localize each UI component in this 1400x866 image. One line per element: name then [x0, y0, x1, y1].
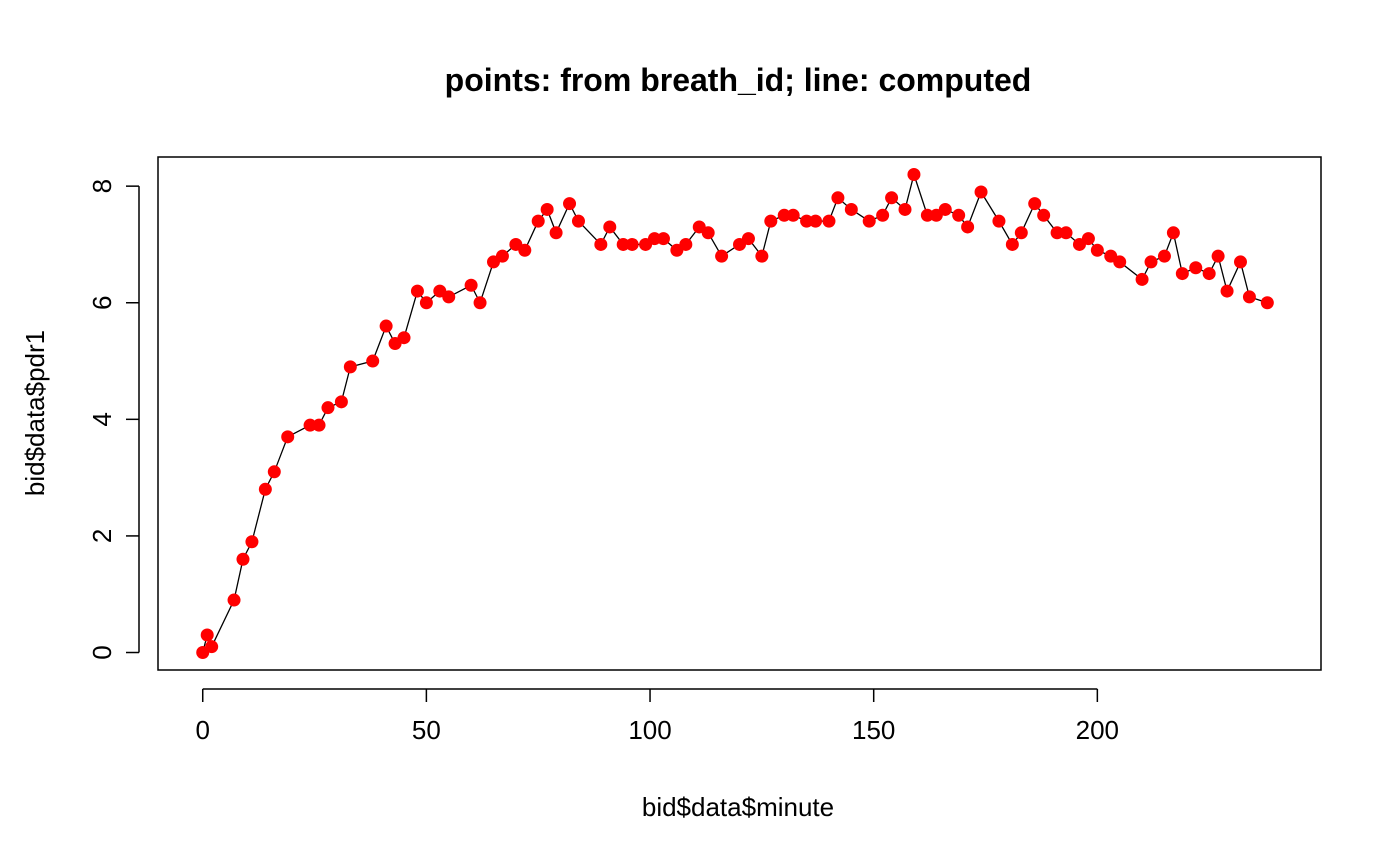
breath-id-points — [196, 168, 1274, 659]
data-point — [1158, 250, 1171, 263]
data-point — [281, 430, 294, 443]
data-point — [1136, 273, 1149, 286]
data-point — [1037, 209, 1050, 222]
data-point — [313, 419, 326, 432]
data-point — [755, 250, 768, 263]
data-point — [1203, 267, 1216, 280]
data-point — [1212, 250, 1225, 263]
data-point — [876, 209, 889, 222]
data-point — [899, 203, 912, 216]
data-point — [787, 209, 800, 222]
data-point — [975, 185, 988, 198]
data-point — [474, 296, 487, 309]
y-tick-label: 8 — [87, 179, 117, 193]
data-point — [626, 238, 639, 251]
data-point — [228, 594, 241, 607]
y-tick-label: 2 — [87, 529, 117, 543]
data-point — [1261, 296, 1274, 309]
data-point — [541, 203, 554, 216]
data-point — [1015, 226, 1028, 239]
data-point — [465, 279, 478, 292]
data-point — [679, 238, 692, 251]
data-point — [1189, 261, 1202, 274]
y-tick-label: 4 — [87, 412, 117, 426]
data-point — [344, 360, 357, 373]
plot-frame — [158, 157, 1321, 670]
data-point — [715, 250, 728, 263]
data-point — [496, 250, 509, 263]
data-point — [603, 220, 616, 233]
y-tick-label: 0 — [87, 645, 117, 659]
data-point — [563, 197, 576, 210]
data-point — [1176, 267, 1189, 280]
data-point — [1234, 255, 1247, 268]
data-point — [1145, 255, 1158, 268]
data-point — [657, 232, 670, 245]
data-point — [335, 395, 348, 408]
data-point — [1113, 255, 1126, 268]
x-axis: 0 50 100 150 200 — [195, 689, 1119, 745]
data-point — [398, 331, 411, 344]
y-axis: 0 2 4 6 8 — [87, 179, 139, 660]
data-point — [1082, 232, 1095, 245]
data-point — [764, 215, 777, 228]
x-tick-label: 200 — [1076, 715, 1119, 745]
data-point — [845, 203, 858, 216]
data-point — [205, 640, 218, 653]
y-tick-label: 6 — [87, 296, 117, 310]
data-point — [822, 215, 835, 228]
data-point — [863, 215, 876, 228]
data-point — [550, 226, 563, 239]
chart-title: points: from breath_id; line: computed — [445, 62, 1032, 98]
data-point — [1028, 197, 1041, 210]
data-point — [907, 168, 920, 181]
data-point — [236, 553, 249, 566]
data-point — [939, 203, 952, 216]
data-point — [380, 320, 393, 333]
data-point — [1221, 285, 1234, 298]
data-point — [518, 244, 531, 257]
data-point — [572, 215, 585, 228]
x-tick-label: 150 — [852, 715, 895, 745]
x-axis-label: bid$data$minute — [642, 792, 834, 822]
data-point — [961, 220, 974, 233]
data-point — [885, 191, 898, 204]
data-point — [201, 629, 214, 642]
data-point — [411, 285, 424, 298]
data-point — [532, 215, 545, 228]
data-point — [702, 226, 715, 239]
data-point — [1243, 290, 1256, 303]
data-point — [245, 535, 258, 548]
data-point — [259, 483, 272, 496]
y-axis-label: bid$data$pdr1 — [20, 330, 50, 496]
data-point — [742, 232, 755, 245]
x-tick-label: 50 — [412, 715, 441, 745]
data-point — [268, 465, 281, 478]
data-point — [809, 215, 822, 228]
data-point — [594, 238, 607, 251]
data-point — [831, 191, 844, 204]
data-point — [1006, 238, 1019, 251]
data-point — [1091, 244, 1104, 257]
data-point — [366, 355, 379, 368]
data-point — [420, 296, 433, 309]
data-point — [321, 401, 334, 414]
x-tick-label: 100 — [628, 715, 671, 745]
x-tick-label: 0 — [195, 715, 209, 745]
data-point — [1167, 226, 1180, 239]
data-point — [992, 215, 1005, 228]
data-point — [442, 290, 455, 303]
data-point — [952, 209, 965, 222]
data-point — [1060, 226, 1073, 239]
